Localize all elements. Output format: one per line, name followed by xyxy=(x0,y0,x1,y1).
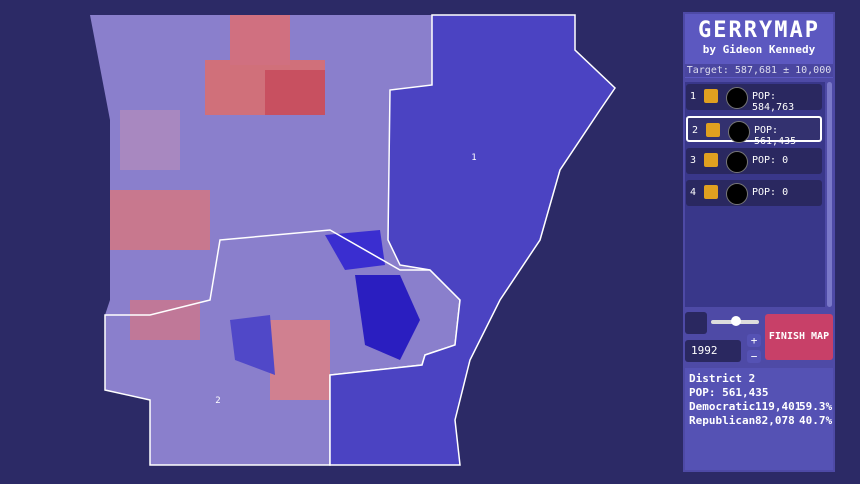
region xyxy=(130,300,200,340)
visibility-icon[interactable] xyxy=(728,121,750,143)
lock-icon[interactable] xyxy=(704,89,718,103)
western-region xyxy=(90,15,460,465)
region xyxy=(265,70,325,115)
finish-button[interactable]: FINISH MAP xyxy=(765,314,833,360)
district-population: POP: 561,435 xyxy=(754,125,797,147)
district-number: 1 xyxy=(690,91,697,102)
plus-button[interactable]: + xyxy=(747,334,761,347)
district-label: 1 xyxy=(471,153,476,163)
district-population: POP: 584,763 xyxy=(752,91,795,113)
district-population: POP: 0 xyxy=(752,187,789,198)
visibility-icon[interactable] xyxy=(726,151,748,173)
lock-icon[interactable] xyxy=(706,123,720,137)
slider-knob[interactable] xyxy=(731,316,741,326)
district-list: 1 POP: 584,763 2 POP: 561,435 3 POP: 0 4 POP: 0 xyxy=(685,82,825,307)
district-number: 4 xyxy=(690,187,697,198)
region xyxy=(230,15,290,65)
side-panel: GERRYMAP by Gideon Kennedy Target: 587,6… xyxy=(683,12,835,472)
scrollbar[interactable] xyxy=(827,82,832,307)
region xyxy=(110,190,210,250)
region xyxy=(120,110,180,170)
info-population: POP: 561,435 xyxy=(689,386,769,399)
region xyxy=(325,230,385,270)
district-label: 2 xyxy=(215,396,220,406)
year-select[interactable]: 1992 xyxy=(685,340,741,362)
map: 1 2 xyxy=(90,14,616,466)
district-population: POP: 0 xyxy=(752,155,789,166)
info-cell: Democratic xyxy=(689,400,756,413)
district-number: 2 xyxy=(692,125,699,136)
target: Target: 587,681 ± 10,000 xyxy=(685,64,833,77)
district-row[interactable]: 2 POP: 561,435 xyxy=(686,116,822,147)
info-cell: 119,401 xyxy=(755,400,802,413)
district-row[interactable]: 1 POP: 584,763 xyxy=(686,84,822,113)
tool-button[interactable] xyxy=(685,312,707,334)
game-title: GERRYMAP xyxy=(698,18,820,43)
info-title: District 2 xyxy=(689,372,756,385)
info-cell: 40.7% xyxy=(799,414,833,427)
minus-button[interactable]: − xyxy=(747,350,761,363)
info-cell: 59.3% xyxy=(799,400,833,413)
visibility-icon[interactable] xyxy=(726,183,748,205)
lock-icon[interactable] xyxy=(704,153,718,167)
district-1[interactable] xyxy=(329,14,616,466)
visibility-icon[interactable] xyxy=(726,87,748,109)
lock-icon[interactable] xyxy=(704,185,718,199)
region xyxy=(230,315,275,375)
info-cell: Republican xyxy=(689,414,756,427)
info-cell: 82,078 xyxy=(755,414,795,427)
region xyxy=(270,320,330,400)
district-number: 3 xyxy=(690,155,697,166)
district-row[interactable]: 3 POP: 0 xyxy=(686,148,822,174)
subtitle: by Gideon Kennedy xyxy=(702,43,816,56)
region xyxy=(355,275,420,360)
district-row[interactable]: 4 POP: 0 xyxy=(686,180,822,206)
info-box: District 2 POP: 561,435 Democratic 119,40… xyxy=(685,368,833,470)
